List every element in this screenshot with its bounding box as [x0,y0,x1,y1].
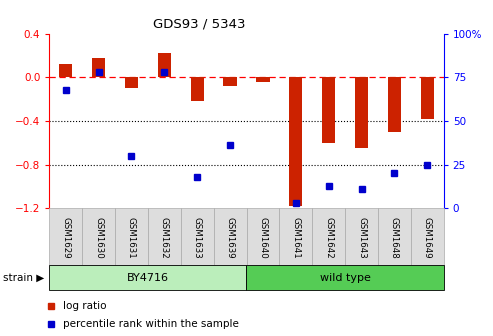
Text: wild type: wild type [319,272,371,283]
Text: GSM1639: GSM1639 [226,217,235,258]
Text: BY4716: BY4716 [127,272,169,283]
Text: strain ▶: strain ▶ [3,272,44,283]
Bar [421,77,434,119]
Bar [280,208,312,265]
Bar [115,208,148,265]
Bar [378,208,411,265]
Bar [158,53,171,77]
Bar [223,77,237,86]
Text: GSM1630: GSM1630 [94,217,103,259]
Bar [191,77,204,101]
Text: GSM1632: GSM1632 [160,217,169,259]
Bar [148,208,181,265]
Bar [256,77,270,82]
Bar [345,208,378,265]
Bar [92,58,105,77]
Bar [59,64,72,77]
Bar [82,208,115,265]
Bar [289,77,302,206]
Text: GSM1643: GSM1643 [357,217,366,259]
Bar [355,77,368,148]
Text: GSM1640: GSM1640 [258,217,267,259]
Text: GSM1631: GSM1631 [127,217,136,259]
Text: GSM1642: GSM1642 [324,217,333,259]
Bar [246,208,280,265]
Bar [411,208,444,265]
Text: log ratio: log ratio [63,301,106,310]
Bar [246,265,444,290]
Text: GSM1633: GSM1633 [193,217,202,259]
Bar [213,208,246,265]
Bar [322,77,335,143]
Text: GSM1629: GSM1629 [61,217,70,258]
Text: GSM1649: GSM1649 [423,217,432,258]
Bar [125,77,138,88]
Bar [49,265,247,290]
Bar [312,208,345,265]
Bar [181,208,213,265]
Text: GSM1641: GSM1641 [291,217,300,259]
Bar [49,208,82,265]
Text: GDS93 / 5343: GDS93 / 5343 [153,17,246,30]
Bar [388,77,401,132]
Text: GSM1648: GSM1648 [390,217,399,259]
Text: percentile rank within the sample: percentile rank within the sample [63,319,239,329]
